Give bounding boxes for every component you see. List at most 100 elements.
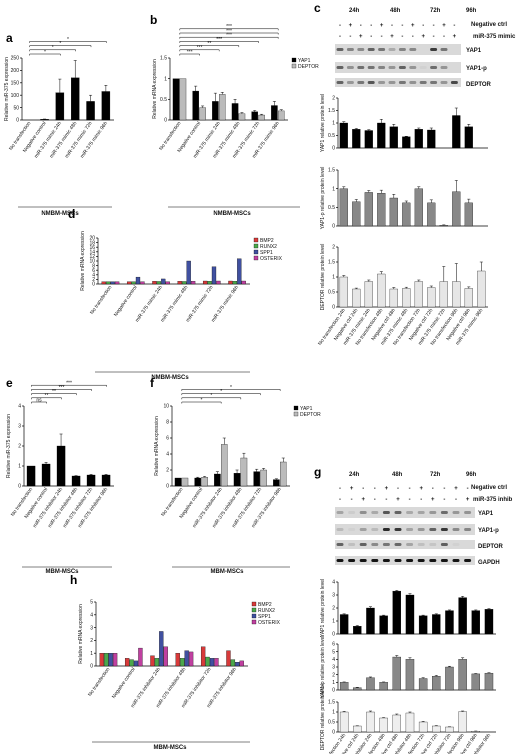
blot-band (336, 511, 344, 514)
blot-band (359, 543, 367, 546)
bar (452, 281, 461, 308)
blot-panel-c: 24h 48h 72h 96h Negative ctrl miR-375 mi… (335, 8, 516, 88)
y-axis-label: Relative miR-375 expression (6, 414, 12, 478)
y-tick-label: 1 (332, 710, 335, 716)
blot-sign: + (350, 486, 354, 492)
blot-sign: - (385, 497, 387, 503)
significance-label: *** (216, 37, 222, 43)
bar (377, 273, 386, 308)
blot-band (406, 528, 414, 531)
panel-label-d: d (68, 207, 75, 221)
y-tick-label: 1.5 (328, 168, 335, 174)
bar (182, 281, 187, 285)
bar (150, 655, 155, 667)
blot-time-label: 48h (392, 472, 403, 478)
blot-band (357, 66, 365, 69)
blot-sign: - (433, 34, 435, 40)
significance-label: ** (207, 41, 211, 47)
blot-band (378, 48, 386, 51)
bar (353, 626, 362, 635)
panel-label-b: b (150, 13, 157, 27)
blot-sign: + (396, 497, 400, 503)
significance-bracket (179, 36, 279, 39)
blot-bands (336, 48, 458, 84)
bar (452, 191, 461, 227)
significance-label: * (220, 389, 222, 395)
bar (364, 192, 373, 227)
blot-band (429, 543, 437, 546)
blot-sign: - (339, 486, 341, 492)
panel-label-h: h (70, 573, 77, 587)
blot-sign: - (339, 23, 341, 29)
bar (131, 281, 136, 285)
bar (110, 281, 115, 285)
blot-band (382, 528, 390, 531)
bar (484, 672, 494, 691)
y-tick-label: 6 (166, 436, 169, 442)
bar (458, 659, 467, 691)
significance-label: ** (52, 389, 56, 395)
significance-label: * (59, 41, 61, 47)
significance-bracket (31, 393, 77, 396)
bar (154, 658, 160, 667)
bar (458, 711, 467, 733)
blot-band (394, 559, 402, 562)
y-tick-label: 14 (89, 250, 95, 256)
bar (188, 651, 194, 667)
blot-band (409, 66, 417, 69)
bar (271, 105, 278, 121)
y-tick-label: 8 (166, 420, 169, 426)
panel-label-e: e (6, 376, 13, 390)
blot-sign: - (467, 486, 469, 492)
blot-row-label: Negative ctrl (471, 485, 507, 491)
bar (129, 659, 134, 667)
y-tick-label: 1 (90, 651, 93, 657)
bar (172, 78, 180, 121)
bar (414, 188, 423, 227)
significance-bracket (181, 393, 261, 396)
group-label-h: MBM-MSCs (154, 745, 188, 751)
blot-band (440, 81, 448, 84)
bar (184, 650, 189, 667)
bar (140, 281, 145, 285)
bar (366, 677, 375, 691)
legend-swatch (293, 411, 299, 417)
bar (190, 281, 196, 285)
bar (471, 731, 481, 733)
significance-bracket (179, 41, 259, 43)
x-tick-label: miR-375 mimic 24h (134, 285, 164, 324)
legend-label: SPP1 (260, 250, 273, 256)
bar (216, 280, 221, 285)
panel-label-f: f (150, 376, 155, 390)
bar (101, 474, 111, 487)
significance-label: * (210, 393, 212, 399)
blot-band (357, 81, 365, 84)
blot-band (388, 81, 396, 84)
bar (200, 646, 206, 667)
y-tick-label: 3 (18, 424, 21, 430)
bar (104, 653, 109, 667)
bar (352, 288, 361, 308)
y-tick-label: 6 (332, 642, 335, 648)
bar (235, 662, 240, 667)
significance-bracket (179, 28, 279, 31)
y-tick-label: 200 (11, 68, 20, 74)
bar (352, 201, 361, 227)
y-tick-label: 2 (166, 468, 169, 474)
significance-bracket (181, 397, 242, 400)
y-tick-label: 4 (166, 452, 169, 458)
y-tick-label: 2 (18, 444, 21, 450)
blot-band (440, 528, 448, 531)
group-label-e: MBM-MSCs (46, 569, 80, 575)
blot-band (336, 528, 344, 531)
y-tick-label: 4 (18, 404, 21, 410)
blot-band (371, 559, 379, 562)
blot-sign: - (370, 23, 372, 29)
blot-band (419, 81, 427, 84)
bar (464, 288, 473, 308)
bar (159, 631, 164, 667)
bar (352, 129, 361, 149)
blot-sign: - (374, 497, 376, 503)
y-tick-label: 1.5 (328, 260, 335, 266)
